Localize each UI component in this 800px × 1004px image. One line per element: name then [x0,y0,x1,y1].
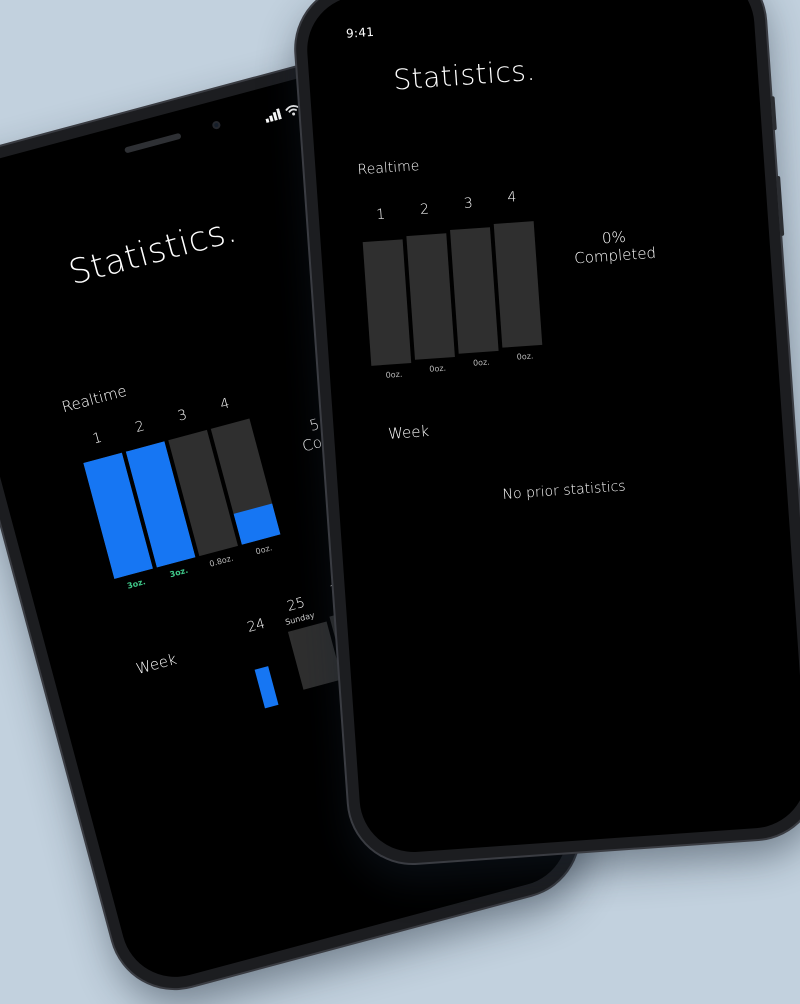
front-camera [211,120,222,130]
column-number: 4 [506,189,517,206]
power-button [776,175,785,236]
week-bar-fill [254,666,279,709]
bar-1 [362,239,412,366]
bar-fill [371,363,412,366]
bar-fill [458,350,499,354]
bar-fill [233,503,281,545]
bar-oz-label: 3oz. [168,565,190,580]
bar-oz-label: 0.8oz. [208,553,235,569]
column-number: 4 [218,395,232,414]
realtime-label: Realtime [59,381,129,417]
bar-oz-label: 0oz. [429,363,447,374]
week-label: Week [134,649,179,678]
completion-status: 0% Completed [572,226,657,268]
bar-fill [415,356,455,360]
signal-icon [265,108,282,124]
status-time: 9:41 [345,24,375,41]
column-number: 3 [463,195,474,212]
bar-2 [406,233,455,360]
column-number: 3 [176,406,189,425]
page-title: Statistics. [392,53,537,97]
bar-fill [502,344,543,348]
bar-oz-label: 0oz. [254,543,274,557]
bar-oz-label: 0oz. [516,351,534,362]
column-number: 1 [375,206,386,224]
column-number: 2 [419,201,430,219]
no-statistics-message: No prior statistics [502,478,627,503]
front-screen: 9:41 Statistics. Realtime 1 2 3 4 0oz. 0… [303,0,800,856]
week-day-number: 25 [285,594,307,615]
earpiece-speaker [124,132,182,154]
column-number: 1 [91,429,104,448]
mute-switch [770,96,777,131]
week-label: Week [387,421,430,443]
bar-4 [493,221,543,348]
bar-oz-label: 0oz. [385,369,403,380]
column-number: 2 [133,418,147,437]
bar-oz-label: 0oz. [472,357,491,368]
wifi-icon [285,105,299,116]
page-title: Statistics. [64,210,241,294]
phone-front: 9:41 Statistics. Realtime 1 2 3 4 0oz. 0… [291,0,800,868]
realtime-label: Realtime [357,158,420,179]
bar-oz-label: 3oz. [126,577,147,591]
week-day-number: 24 [245,615,267,636]
bar-3 [450,227,499,354]
